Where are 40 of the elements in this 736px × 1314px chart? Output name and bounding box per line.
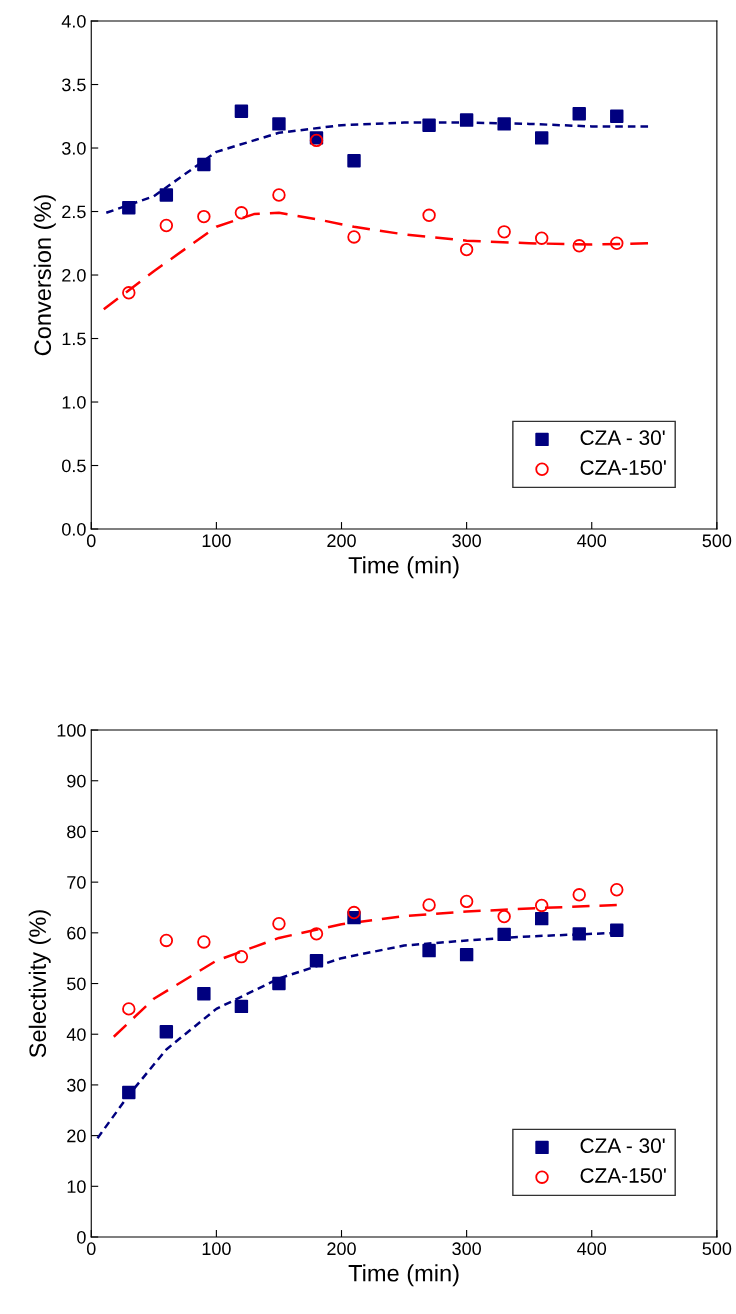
y-tick-label: 2.5 bbox=[62, 205, 86, 219]
y-tick-label: 3.0 bbox=[61, 141, 86, 155]
y-axis-title: Conversion (%) bbox=[33, 195, 56, 356]
legend-label: CZA - 30' bbox=[580, 430, 665, 446]
x-axis-title: Time (min) bbox=[348, 1264, 459, 1287]
y-tick-label: 0.5 bbox=[62, 459, 86, 473]
y-tick-label: 1.0 bbox=[62, 395, 86, 409]
y-tick-label: 80 bbox=[67, 825, 86, 839]
x-tick-label: 500 bbox=[702, 1242, 732, 1256]
legend-label: CZA-150' bbox=[580, 1168, 666, 1183]
y-tick-label: 50 bbox=[67, 977, 86, 991]
x-tick-label: 200 bbox=[327, 1242, 356, 1256]
x-tick-label: 100 bbox=[202, 534, 231, 548]
y-tick-label: 30 bbox=[67, 1078, 86, 1092]
x-tick-label: 300 bbox=[452, 1242, 481, 1256]
y-tick-label: 2.0 bbox=[62, 268, 86, 282]
x-tick-label: 300 bbox=[452, 534, 481, 548]
y-tick-label: 0 bbox=[77, 1230, 86, 1244]
legend-label: CZA - 30' bbox=[580, 1138, 665, 1154]
y-tick-label: 1.5 bbox=[62, 332, 86, 346]
x-tick-label: 400 bbox=[577, 534, 607, 548]
y-tick-label: 20 bbox=[67, 1129, 86, 1143]
x-tick-label: 100 bbox=[202, 1242, 231, 1256]
y-tick-label: 100 bbox=[57, 723, 86, 737]
y-tick-label: 70 bbox=[67, 876, 86, 889]
x-tick-label: 400 bbox=[577, 1242, 607, 1256]
y-tick-label: 60 bbox=[67, 926, 86, 940]
y-tick-label: 3.5 bbox=[61, 78, 86, 92]
y-tick-label: 40 bbox=[66, 1028, 86, 1041]
legend-label: CZA-150' bbox=[580, 460, 666, 475]
x-axis-title: Time (min) bbox=[348, 556, 459, 579]
y-tick-label: 0.0 bbox=[62, 522, 86, 536]
x-tick-label: 0 bbox=[86, 534, 96, 548]
y-tick-label: 10 bbox=[67, 1180, 86, 1194]
x-tick-label: 200 bbox=[327, 534, 356, 548]
y-tick-label: 4.0 bbox=[61, 14, 86, 28]
y-tick-label: 90 bbox=[67, 774, 86, 788]
x-tick-label: 500 bbox=[702, 534, 732, 548]
x-tick-label: 0 bbox=[86, 1242, 96, 1256]
y-axis-title: Selectivity (%) bbox=[28, 910, 51, 1058]
